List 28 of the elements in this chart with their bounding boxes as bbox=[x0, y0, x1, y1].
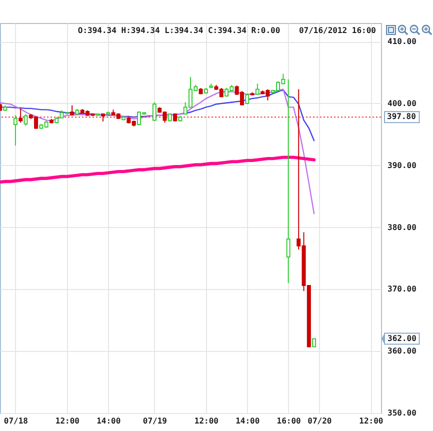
candlestick bbox=[152, 102, 156, 122]
x-tick-label: 07/20 bbox=[308, 416, 332, 426]
line-series bbox=[0, 156, 316, 184]
candlestick bbox=[13, 114, 18, 146]
y-tick-label: 370.00 bbox=[388, 284, 417, 294]
line-series bbox=[0, 88, 315, 214]
y-tick-label: 362.00 bbox=[388, 334, 417, 344]
annotation: O:394.34 H:394.34 L:394.34 C:394.34 R:0.00 bbox=[78, 26, 280, 35]
y-tick-label: 400.00 bbox=[388, 98, 417, 108]
y-tick-label: 410.00 bbox=[388, 37, 417, 46]
candlestick bbox=[255, 83, 260, 96]
x-tick-label: 16:00 bbox=[276, 416, 302, 426]
x-tick-label: 14:00 bbox=[96, 416, 121, 426]
x-tick-label: 12:00 bbox=[194, 416, 219, 426]
y-tick-label: 390.00 bbox=[388, 160, 417, 170]
x-tick-label: 12:00 bbox=[359, 416, 384, 426]
ref-line-label: 397.80 bbox=[387, 112, 416, 122]
candlestick bbox=[18, 108, 23, 124]
y-tick-label: 350.00 bbox=[388, 408, 417, 418]
candlestick bbox=[24, 114, 28, 126]
x-tick-label: 07/18 bbox=[4, 416, 28, 426]
line-series bbox=[0, 89, 315, 142]
y-tick-label: 380.00 bbox=[388, 222, 417, 232]
x-tick-label: 07/19 bbox=[142, 416, 168, 426]
y-tick-label: 360.00 bbox=[388, 346, 417, 356]
x-tick-label: 12:00 bbox=[55, 416, 80, 426]
annotation: 07/16/2012 16:00 bbox=[298, 26, 376, 35]
x-tick-label: 14:00 bbox=[236, 416, 260, 426]
